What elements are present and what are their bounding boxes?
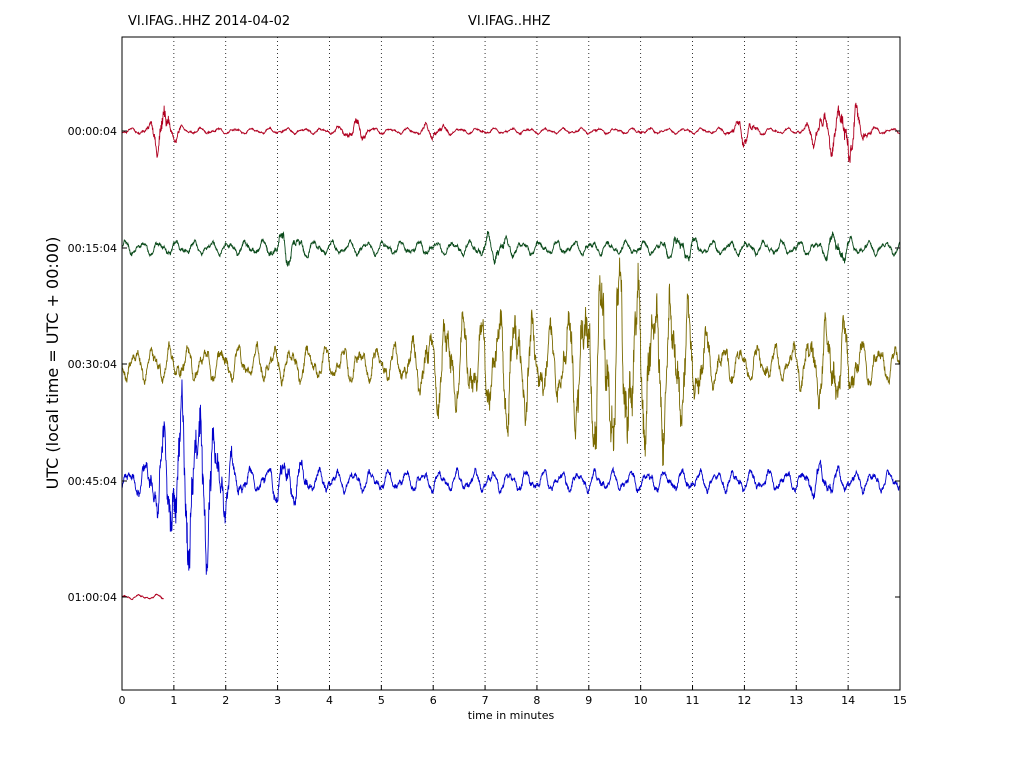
x-tick-label: 13 xyxy=(789,694,803,707)
x-tick-label: 5 xyxy=(378,694,385,707)
plot-frame xyxy=(121,36,901,691)
x-tick-label: 15 xyxy=(893,694,907,707)
x-tick-label: 8 xyxy=(533,694,540,707)
x-tick-label: 11 xyxy=(686,694,700,707)
trace-00-30-04 xyxy=(121,257,901,466)
x-tick-label: 1 xyxy=(170,694,177,707)
y-tick-label: 00:00:04 xyxy=(68,125,117,138)
y-tick-label: 00:15:04 xyxy=(68,242,117,255)
x-tick-label: 2 xyxy=(222,694,229,707)
chart-title-center: VI.IFAG..HHZ xyxy=(468,14,551,29)
x-tick-label: 12 xyxy=(737,694,751,707)
y-tick-label: 01:00:04 xyxy=(68,591,117,604)
x-axis: 0 1 2 3 4 5 6 7 8 9 10 11 12 13 14 15 xyxy=(119,685,907,707)
trace-00-00-04 xyxy=(121,102,901,163)
x-tick-label: 6 xyxy=(430,694,437,707)
trace-00-15-04 xyxy=(121,230,901,267)
y-tick-label: 00:45:04 xyxy=(68,475,117,488)
x-tick-label: 14 xyxy=(841,694,855,707)
y-tick-label: 00:30:04 xyxy=(68,358,117,371)
grid-lines xyxy=(173,37,849,690)
chart-title-left: VI.IFAG..HHZ 2014-04-02 xyxy=(128,14,290,29)
x-tick-label: 9 xyxy=(585,694,592,707)
x-tick-label: 7 xyxy=(482,694,489,707)
trace-00-45-04 xyxy=(121,379,901,575)
x-tick-label: 4 xyxy=(326,694,333,707)
y-axis-label: UTC (local time = UTC + 00:00) xyxy=(43,237,62,490)
trace-layer xyxy=(121,102,901,601)
x-tick-label: 0 xyxy=(119,694,126,707)
x-tick-label: 10 xyxy=(634,694,648,707)
trace-01-00-04 xyxy=(121,593,164,601)
x-tick-label: 3 xyxy=(274,694,281,707)
y-axis: 00:00:04 00:15:04 00:30:04 00:45:04 01:00:04 xyxy=(68,125,900,604)
x-axis-label: time in minutes xyxy=(468,709,555,722)
